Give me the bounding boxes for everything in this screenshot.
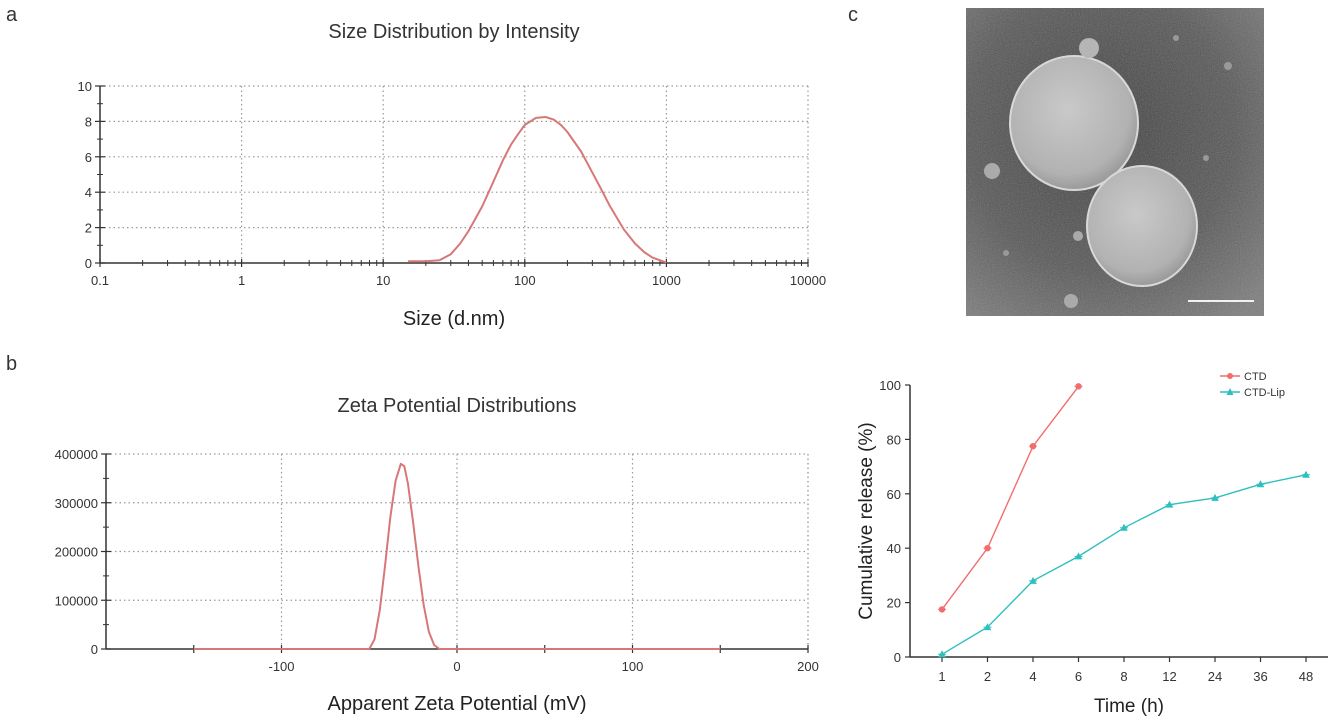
x-tick-label: 12 bbox=[1162, 669, 1176, 684]
x-tick-label: 4 bbox=[1029, 669, 1036, 684]
y-tick-label: 10 bbox=[78, 79, 92, 94]
panel-label-a: a bbox=[6, 4, 18, 26]
data-point bbox=[983, 623, 992, 631]
y-tick-label: 2 bbox=[85, 221, 92, 236]
y-tick-label: 200000 bbox=[55, 545, 98, 560]
x-tick-label: 1 bbox=[938, 669, 945, 684]
x-tick-label: 6 bbox=[1075, 669, 1082, 684]
legend-label: CTD-Lip bbox=[1244, 387, 1285, 399]
x-tick-label: 1 bbox=[238, 273, 245, 288]
x-tick-label: 100 bbox=[514, 273, 536, 288]
y-tick-label: 0 bbox=[85, 256, 92, 271]
y-tick-label: 0 bbox=[91, 642, 98, 657]
zeta-potential-chart: Zeta Potential Distributions-100 0 100 2000… bbox=[55, 395, 819, 715]
series-line-ctd-lip bbox=[941, 474, 1307, 655]
x-tick-label: 8 bbox=[1120, 669, 1127, 684]
legend-label: CTD bbox=[1244, 371, 1267, 383]
data-point bbox=[1029, 576, 1037, 584]
x-tick-label: 10000 bbox=[790, 273, 826, 288]
y-tick-label: 20 bbox=[887, 596, 901, 611]
panel-label-b: b bbox=[6, 353, 18, 375]
legend-marker bbox=[1226, 388, 1234, 395]
series-line bbox=[193, 462, 721, 650]
legend-marker bbox=[1227, 373, 1233, 379]
x-tick-label: 100 bbox=[622, 659, 644, 674]
data-point bbox=[1074, 552, 1083, 560]
y-tick-label: 40 bbox=[887, 541, 901, 556]
x-axis-label: Time (h) bbox=[1094, 696, 1164, 717]
series-line-ctd bbox=[941, 385, 1080, 610]
tem-micrograph bbox=[966, 8, 1264, 316]
y-tick-label: 8 bbox=[85, 114, 92, 129]
x-tick-label: 0 bbox=[453, 659, 460, 674]
x-axis-label: Apparent Zeta Potential (mV) bbox=[327, 693, 586, 715]
y-axis-label: Cumulative release (%) bbox=[856, 422, 877, 619]
y-tick-label: 6 bbox=[85, 150, 92, 165]
y-tick-label: 100000 bbox=[55, 593, 98, 608]
y-tick-label: 60 bbox=[887, 487, 901, 502]
y-tick-label: 0 bbox=[894, 650, 901, 665]
chart-title: Zeta Potential Distributions bbox=[337, 395, 576, 417]
y-tick-label: 300000 bbox=[55, 496, 98, 511]
y-tick-label: 400000 bbox=[55, 447, 98, 462]
x-tick-label: 200 bbox=[797, 659, 819, 674]
x-tick-label: 2 bbox=[984, 669, 991, 684]
x-tick-label: 48 bbox=[1299, 669, 1313, 684]
x-tick-label: 10 bbox=[376, 273, 390, 288]
y-tick-label: 80 bbox=[887, 432, 901, 447]
panel-label-c: c bbox=[848, 4, 858, 26]
x-tick-label: -100 bbox=[268, 659, 294, 674]
y-tick-label: 100 bbox=[879, 378, 901, 393]
series-line bbox=[408, 116, 667, 264]
x-tick-label: 24 bbox=[1208, 669, 1222, 684]
x-tick-label: 1000 bbox=[652, 273, 681, 288]
x-axis-label: Size (d.nm) bbox=[403, 308, 505, 330]
y-tick-label: 4 bbox=[85, 185, 92, 200]
chart-title: Size Distribution by Intensity bbox=[328, 21, 579, 43]
data-point bbox=[1120, 523, 1128, 531]
x-tick-label: 36 bbox=[1253, 669, 1267, 684]
liposome-vesicle bbox=[1086, 165, 1198, 287]
x-tick-label: 0.1 bbox=[91, 273, 109, 288]
liposome-vesicle bbox=[1009, 55, 1139, 191]
